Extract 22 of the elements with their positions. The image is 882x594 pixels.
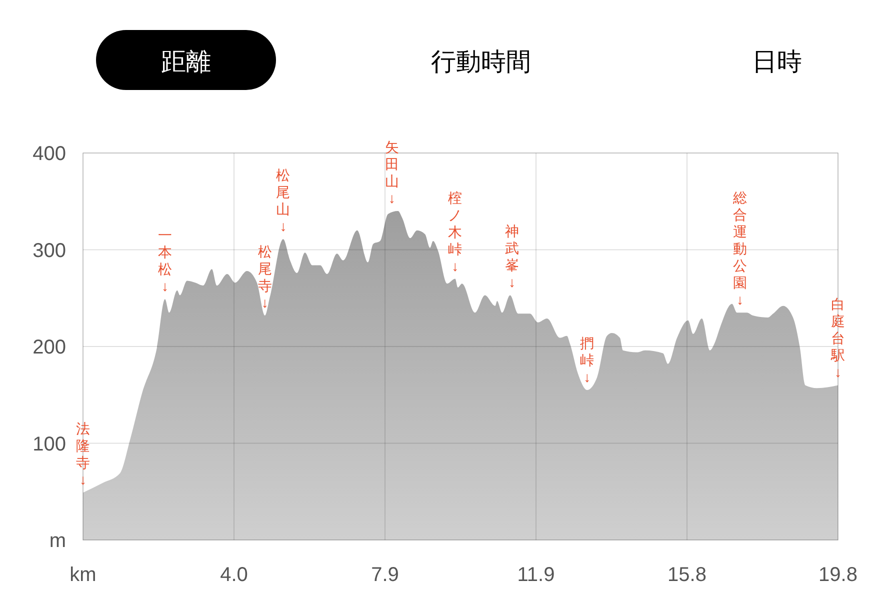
annotation: 総合運動公園↓ <box>732 190 748 308</box>
annotation: 捫峠↓ <box>580 335 594 386</box>
x-tick-label: 4.0 <box>220 564 248 586</box>
annotation: 矢田山↓ <box>384 139 399 206</box>
y-tick-label: 100 <box>32 433 66 456</box>
y-tick-label: 300 <box>32 240 66 262</box>
x-tick-label: 15.8 <box>668 564 706 586</box>
x-tick-label: km <box>70 564 96 586</box>
y-tick-label: 200 <box>32 336 66 358</box>
y-tick-label: m <box>49 530 66 552</box>
x-tick-label: 11.9 <box>517 564 555 586</box>
tab-bar: 距離 行動時間 日時 <box>96 30 802 90</box>
x-tick-label: 19.8 <box>818 564 858 586</box>
annotation: 法隆寺↓ <box>76 420 90 488</box>
annotation: 榁ノ木峠↓ <box>448 190 462 274</box>
annotation: 松尾山↓ <box>276 167 290 234</box>
annotation: 神武峯↓ <box>504 223 519 290</box>
annotation: 一本松↓ <box>158 227 172 294</box>
annotation: 白庭台駅↓ <box>830 296 845 380</box>
annotation: 松尾寺↓ <box>258 244 272 311</box>
x-tick-label: 7.9 <box>371 564 399 586</box>
y-tick-label: 400 <box>32 143 66 165</box>
